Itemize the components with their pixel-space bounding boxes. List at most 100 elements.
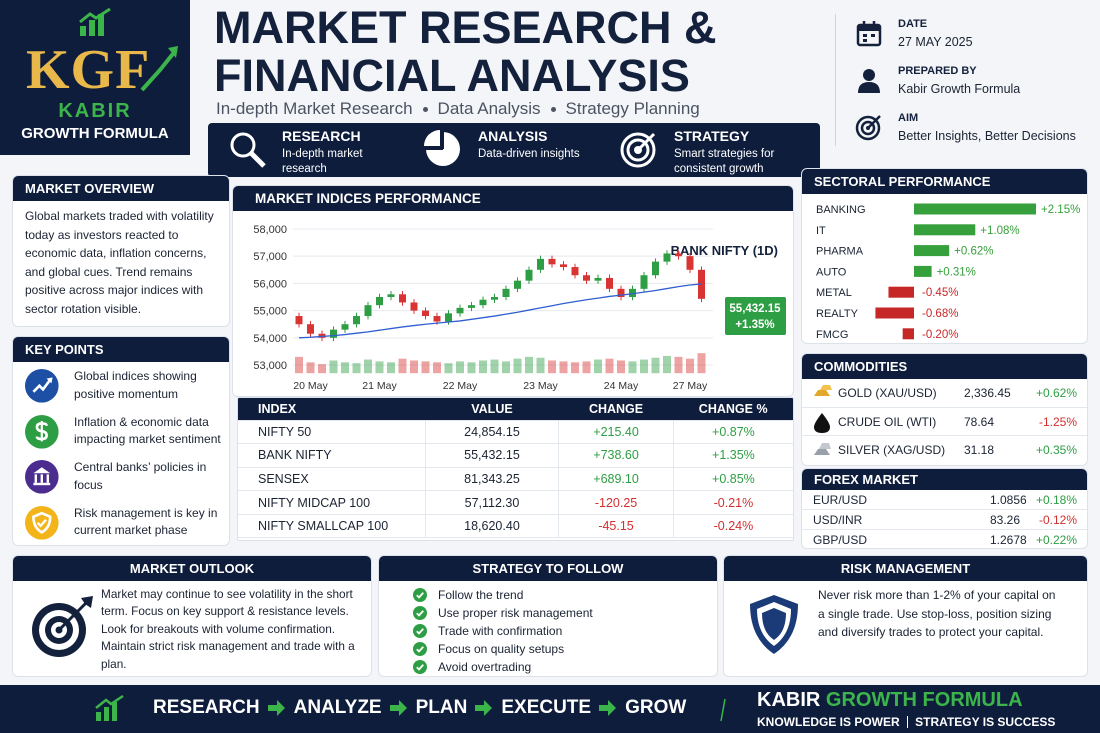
- icon: [25, 460, 59, 494]
- table-row: NIFTY SMALLCAP 100 18,620.40 -45.15 -0.24%: [238, 514, 793, 539]
- key-point-text: Central banks’ policies in focus: [74, 460, 207, 492]
- y-tick-label: 55,000: [253, 306, 287, 318]
- table-cell: 81,343.25: [424, 467, 559, 492]
- y-tick-label: 58,000: [253, 224, 287, 236]
- step: RESEARCH: [153, 697, 260, 718]
- rate: 1.2678: [990, 533, 1027, 547]
- candle-body: [502, 288, 510, 297]
- meta-label: DATE: [898, 18, 928, 30]
- candle-body: [307, 324, 314, 334]
- meta-value: Kabir Growth Formula: [898, 82, 1021, 96]
- volume-bar: [582, 361, 591, 374]
- volume-bar: [467, 362, 476, 374]
- key-point: Global indices showing positive momentum: [13, 362, 229, 408]
- category-label: IT: [816, 225, 826, 237]
- volume-bar: [479, 360, 487, 374]
- pillar-title: STRATEGY: [674, 128, 750, 144]
- logo-icon: [79, 8, 111, 36]
- key-point: Central banks’ policies in focus: [13, 453, 229, 499]
- commodity-change: +0.62%: [1035, 386, 1077, 400]
- volume-bar: [594, 359, 602, 374]
- subtitle-item: In-depth Market Research: [216, 99, 413, 118]
- rate: 83.26: [990, 513, 1021, 527]
- candle-body: [364, 305, 372, 317]
- icon: [814, 412, 830, 433]
- candle-body: [318, 333, 326, 338]
- rate: 1.0856: [990, 493, 1027, 507]
- bar: [914, 245, 950, 257]
- key-point: Risk management is key in current market…: [13, 499, 229, 545]
- volume-bar: [640, 359, 648, 374]
- candle-body: [295, 316, 303, 325]
- strategy-text: Focus on quality setups: [438, 642, 565, 656]
- category-label: REALTY: [816, 308, 859, 320]
- panel-title: SECTORAL PERFORMANCE: [802, 169, 1087, 194]
- candle-body: [376, 297, 383, 306]
- meta-item: PREPARED BY Kabir Growth Formula: [855, 63, 1095, 110]
- table-cell: +215.40: [558, 420, 674, 445]
- pillar-text: Data-driven insights: [478, 148, 580, 160]
- volume-bar: [387, 362, 395, 374]
- footer-icon: [95, 695, 124, 721]
- change: +0.22%: [1035, 533, 1077, 547]
- volume-bar: [571, 362, 579, 374]
- volume-bar: [490, 359, 499, 374]
- volume-bar: [525, 356, 533, 374]
- panel-title: COMMODITIES: [802, 354, 1087, 379]
- key-point-text: Global indices showing positive momentum: [74, 369, 197, 401]
- volume-bar: [502, 361, 510, 374]
- panel-title: MARKET OVERVIEW: [13, 176, 229, 201]
- commodity-price: 78.64: [964, 414, 995, 429]
- subtitle: In-depth Market Research Data Analysis Str…: [216, 99, 700, 119]
- panel-title: STRATEGY TO FOLLOW: [379, 556, 717, 581]
- volume-bar: [697, 353, 706, 374]
- step: GROW: [625, 697, 687, 718]
- title: MARKET RESEARCH & FINANCIAL ANALYSIS: [214, 4, 717, 100]
- logo-arrow: [140, 46, 178, 92]
- x-tick-label: 22 May: [443, 380, 478, 392]
- volume-bar: [513, 358, 522, 374]
- candle-body: [583, 275, 590, 281]
- strategy-text: Trade with confirmation: [438, 624, 563, 638]
- sector-chart: BANKING +2.15% IT +1.08% PHARMA +0.62% AUTO +0.…: [816, 203, 1080, 341]
- icon: [267, 700, 285, 716]
- column-header: CHANGE %: [673, 398, 793, 421]
- title-line: FINANCIAL ANALYSIS: [214, 50, 690, 101]
- volume-bar: [456, 361, 464, 374]
- commodities: COMMODITIES GOLD (XAU/USD) 2,336.45 +0.62%…: [801, 353, 1088, 466]
- pillar-title: ANALYSIS: [478, 128, 548, 144]
- table-cell: +0.87%: [672, 420, 793, 445]
- commodity-row: CRUDE OIL (WTI) 78.64 -1.25%: [802, 408, 1087, 436]
- commodity-row: GOLD (XAU/USD) 2,336.45 +0.62%: [802, 379, 1087, 408]
- forex: FOREX MARKET EUR/USD 1.0856 +0.18% USD/INR 8…: [801, 468, 1088, 549]
- pair: GBP/USD: [813, 533, 868, 547]
- icon: [856, 21, 882, 47]
- meta-item: AIM Better Insights, Better Decisions: [855, 110, 1095, 157]
- candlestick-chart: 53,000 54,000 55,000 56,000 57,000 58,000 BANK…: [253, 224, 786, 392]
- chart-panel: MARKET INDICES PERFORMANCE 53,000 54,000 5…: [232, 185, 794, 397]
- logo-mark: KGF: [26, 39, 151, 101]
- panel-title: KEY POINTS: [13, 337, 229, 362]
- table-row: SENSEX 81,343.25 +689.10 +0.85%: [238, 467, 793, 492]
- table-row: BANK NIFTY 55,432.15 +738.60 +1.35%: [238, 443, 793, 468]
- value-label: +1.08%: [980, 225, 1019, 237]
- pair: EUR/USD: [813, 493, 868, 507]
- shield-icon: [750, 595, 798, 654]
- icon: [389, 700, 407, 716]
- icon: [424, 130, 460, 166]
- key-point: Inflation & economic data impacting mark…: [13, 408, 229, 454]
- value-label: +2.15%: [1041, 204, 1080, 216]
- x-tick-label: 27 May: [673, 380, 708, 392]
- key-points: KEY POINTS Global indices showing positi…: [12, 336, 230, 546]
- logo: KGF KABIR GROWTH FORMULA: [0, 0, 190, 155]
- category-label: METAL: [816, 287, 852, 299]
- strategy-item: Use proper risk management: [413, 604, 717, 622]
- icon: [599, 700, 617, 716]
- logo-name: KABIR: [58, 100, 132, 122]
- commodity-price: 2,336.45: [964, 386, 1011, 400]
- strategy-item: Trade with confirmation: [413, 622, 717, 640]
- candle-body: [571, 267, 579, 276]
- category-label: AUTO: [816, 266, 847, 278]
- bar: [888, 286, 914, 298]
- slogan-2: STRATEGY IS SUCCESS: [915, 715, 1056, 729]
